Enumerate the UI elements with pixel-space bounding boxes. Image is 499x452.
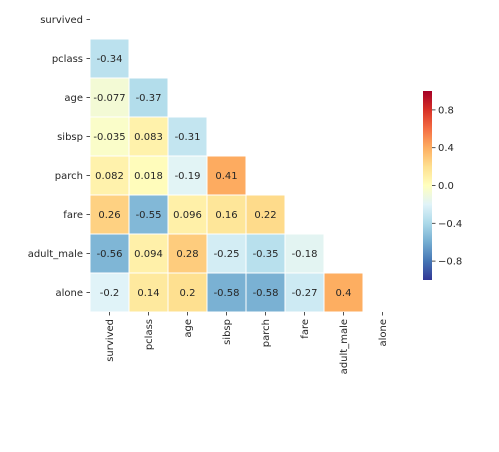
cell-value-label: -0.58: [253, 288, 279, 299]
x-tick-label: age: [183, 319, 194, 338]
y-tick-label: adult_male: [28, 249, 83, 260]
heatmap-cell: [89, 272, 130, 313]
cell-value-label: 0.4: [336, 288, 352, 299]
cell-value-label: 0.26: [98, 210, 120, 221]
heatmap-cell: [128, 272, 169, 313]
y-tick-labels: survived pclass age sibsp parch fare adult_mal…: [28, 15, 90, 299]
colorbar: 0.8 0.4 0.0 −0.4 −0.8: [423, 91, 462, 280]
cell-value-label: 0.094: [134, 249, 163, 260]
cell-value-label: 0.096: [173, 210, 202, 221]
y-tick-label: survived: [40, 15, 83, 26]
heatmap-cell: [167, 116, 208, 157]
heatmap-cell: [128, 194, 169, 235]
heatmap-cell: [89, 77, 130, 118]
y-tick-label: alone: [55, 288, 83, 299]
heatmap-cell: [167, 233, 208, 274]
x-tick-label: adult_male: [339, 319, 350, 374]
cell-value-label: -0.25: [214, 249, 240, 260]
cell-value-label: -0.035: [93, 132, 125, 143]
x-tick-label: parch: [261, 319, 272, 347]
cell-value-label: -0.37: [136, 93, 162, 104]
colorbar-tick-label: −0.8: [438, 257, 462, 268]
colorbar-tick-label: 0.0: [438, 181, 454, 192]
cell-value-label: -0.34: [97, 54, 123, 65]
cell-value-label: 0.14: [137, 288, 159, 299]
x-tick-label: pclass: [144, 319, 155, 350]
cell-value-label: 0.16: [215, 210, 237, 221]
x-tick-labels: survived pclass age sibsp parch fare adult_mal…: [105, 312, 389, 374]
x-tick-label: fare: [300, 319, 311, 339]
cell-value-label: 0.2: [180, 288, 196, 299]
cell-value-label: -0.19: [175, 171, 201, 182]
cell-value-label: -0.27: [292, 288, 318, 299]
cell-value-label: 0.41: [215, 171, 237, 182]
heatmap-cell: [323, 272, 364, 313]
x-tick-label: alone: [378, 319, 389, 347]
heatmap-cell: [206, 233, 247, 274]
heatmap-cell: [284, 233, 325, 274]
heatmap-cell: [206, 194, 247, 235]
x-tick-label: survived: [105, 319, 116, 362]
cell-value-label: -0.55: [136, 210, 162, 221]
heatmap-cell: [206, 155, 247, 196]
heatmap-cell: [128, 233, 169, 274]
y-tick-label: parch: [55, 171, 83, 182]
cell-value-label: -0.31: [175, 132, 201, 143]
cell-value-label: -0.56: [97, 249, 123, 260]
colorbar-tick-label: −0.4: [438, 219, 462, 230]
heatmap-cells: -0.34 -0.077 -0.37 -0.035 0.083 -0.31 0.082 0.0…: [89, 38, 364, 313]
y-tick-label: sibsp: [57, 132, 83, 143]
colorbar-tick-label: 0.8: [438, 105, 454, 116]
x-tick-label: sibsp: [222, 319, 233, 345]
y-tick-label: fare: [63, 210, 83, 221]
cell-value-label: 0.018: [134, 171, 163, 182]
cell-value-label: 0.28: [176, 249, 198, 260]
heatmap-cell: [284, 272, 325, 313]
cell-value-label: 0.22: [254, 210, 276, 221]
cell-value-label: -0.58: [214, 288, 240, 299]
cell-value-label: -0.35: [253, 249, 279, 260]
cell-value-label: 0.083: [134, 132, 163, 143]
heatmap-cell: [128, 155, 169, 196]
cell-value-label: -0.18: [292, 249, 318, 260]
cell-value-label: -0.077: [93, 93, 125, 104]
y-tick-label: pclass: [52, 54, 83, 65]
colorbar-gradient: [423, 91, 432, 280]
y-tick-label: age: [64, 93, 83, 104]
colorbar-tick-label: 0.4: [438, 143, 454, 154]
cell-value-label: 0.082: [95, 171, 124, 182]
heatmap-cell: [245, 233, 286, 274]
cell-value-label: -0.2: [100, 288, 120, 299]
